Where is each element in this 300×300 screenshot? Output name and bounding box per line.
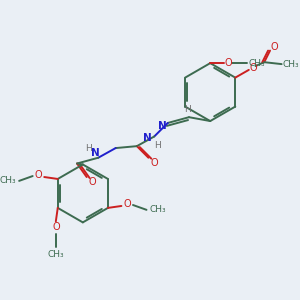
- Text: O: O: [225, 58, 232, 68]
- Text: CH₃: CH₃: [150, 205, 166, 214]
- Text: N: N: [158, 121, 166, 131]
- Text: CH₃: CH₃: [47, 250, 64, 259]
- Text: O: O: [123, 199, 131, 209]
- Text: N: N: [91, 148, 100, 158]
- Text: N: N: [143, 134, 152, 143]
- Text: CH₃: CH₃: [248, 58, 265, 68]
- Text: O: O: [270, 42, 278, 52]
- Text: H: H: [184, 105, 190, 114]
- Text: O: O: [34, 170, 42, 180]
- Text: O: O: [89, 177, 96, 187]
- Text: CH₃: CH₃: [0, 176, 16, 185]
- Text: O: O: [250, 63, 257, 73]
- Text: O: O: [150, 158, 158, 167]
- Text: CH₃: CH₃: [283, 60, 300, 69]
- Text: H: H: [85, 144, 92, 153]
- Text: H: H: [154, 141, 160, 150]
- Text: O: O: [52, 222, 60, 232]
